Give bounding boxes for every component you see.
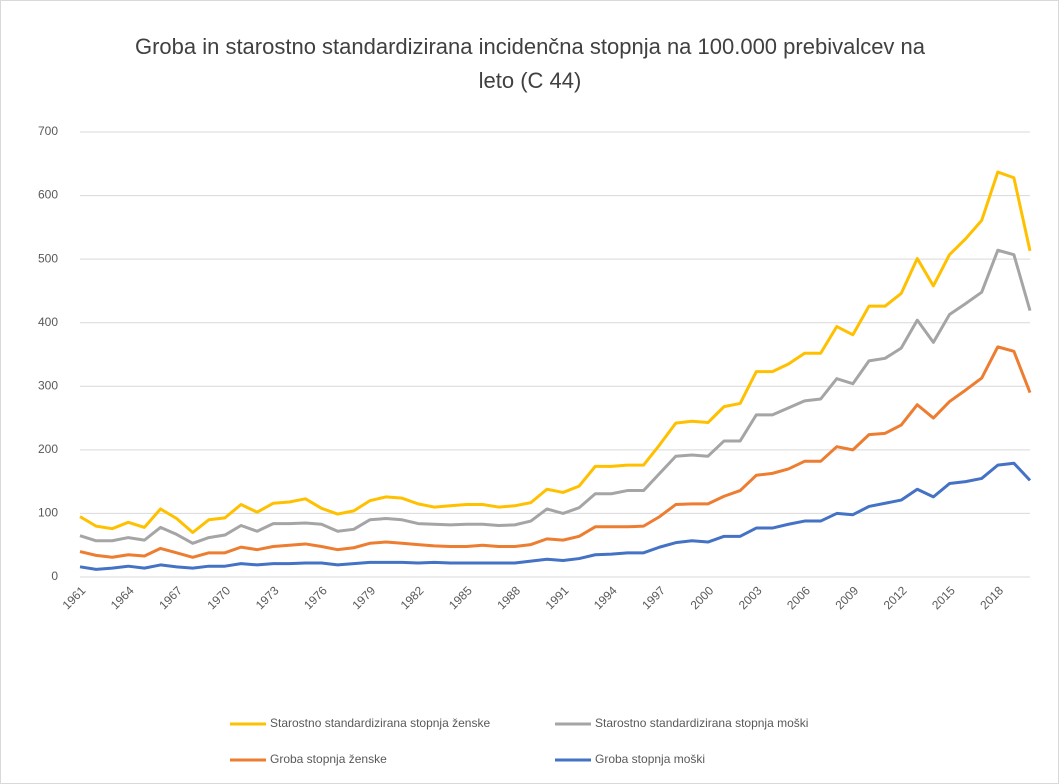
x-tick-label: 1961	[60, 583, 89, 612]
y-tick-label: 700	[38, 124, 58, 138]
y-tick-label: 100	[38, 506, 58, 520]
x-tick-label: 1982	[398, 583, 427, 612]
y-tick-label: 0	[51, 569, 58, 583]
y-tick-label: 500	[38, 251, 58, 265]
x-tick-label: 1973	[253, 583, 282, 612]
x-tick-label: 2006	[784, 583, 813, 612]
x-tick-label: 2015	[929, 583, 958, 612]
x-tick-label: 2012	[881, 583, 910, 612]
x-tick-label: 1964	[108, 583, 137, 612]
series-line	[79, 248, 1032, 545]
x-tick-label: 1979	[349, 583, 378, 612]
x-tick-label: 2018	[977, 583, 1006, 612]
y-tick-label: 400	[38, 315, 58, 329]
x-tick-label: 1985	[446, 583, 475, 612]
x-tick-label: 1994	[591, 583, 620, 612]
legend-label: Starostno standardizirana stopnja ženske	[270, 716, 490, 730]
x-tick-label: 1988	[494, 583, 523, 612]
x-tick-label: 2000	[688, 583, 717, 612]
legend-label: Groba stopnja ženske	[270, 752, 387, 766]
y-tick-label: 600	[38, 188, 58, 202]
series-line	[79, 345, 1032, 559]
x-tick-label: 1976	[301, 583, 330, 612]
x-tick-label: 1997	[639, 583, 668, 612]
series-line	[79, 170, 1032, 534]
x-tick-label: 1991	[543, 583, 572, 612]
legend-label: Groba stopnja moški	[595, 752, 705, 766]
y-tick-label: 200	[38, 442, 58, 456]
x-tick-label: 1967	[156, 583, 185, 612]
chart-title: Groba in starostno standardizirana incid…	[134, 34, 926, 93]
x-tick-label: 2003	[736, 583, 765, 612]
legend-label: Starostno standardizirana stopnja moški	[595, 716, 808, 730]
series-line	[79, 461, 1032, 571]
y-tick-label: 300	[38, 378, 58, 392]
x-tick-label: 2009	[832, 583, 861, 612]
x-tick-label: 1970	[204, 583, 233, 612]
